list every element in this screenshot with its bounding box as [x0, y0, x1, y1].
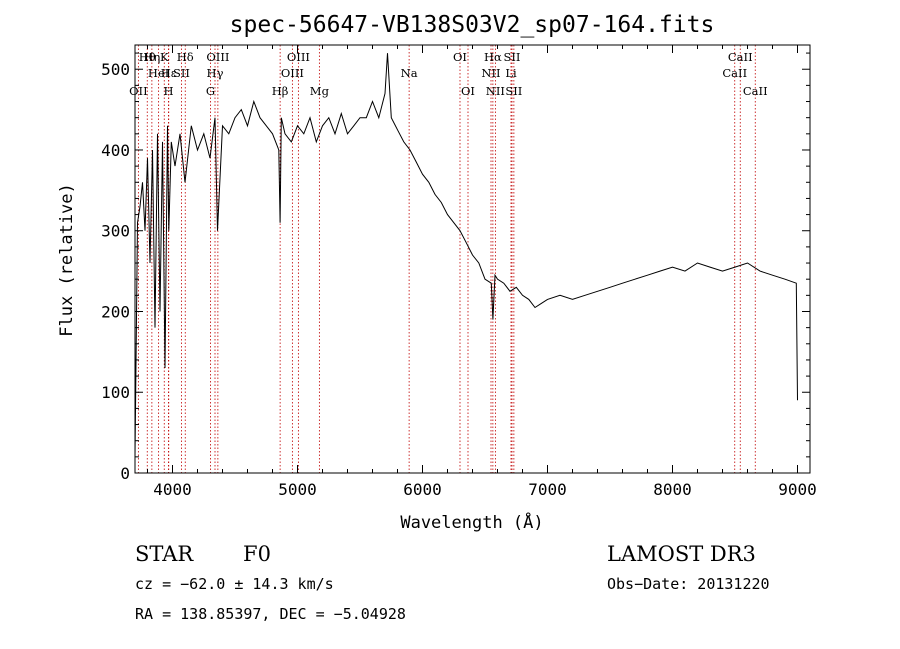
line-label: SII: [173, 66, 190, 80]
x-axis-label: Wavelength (Å): [400, 511, 543, 533]
y-tick-label: 0: [120, 464, 130, 483]
info-panel: STAR F0 LAMOST DR3 cz = −62.0 ± 14.3 km/…: [135, 542, 770, 623]
y-tick-label: 100: [101, 383, 130, 402]
line-label: Li: [505, 66, 517, 80]
line-label: NII: [481, 66, 500, 80]
line-label: Hδ: [177, 50, 194, 64]
line-label: Na: [401, 66, 418, 80]
spectral-line-markers: [137, 45, 756, 473]
line-label: Hη: [143, 50, 160, 64]
line-label: OIII: [206, 50, 229, 64]
line-label: CaII: [743, 84, 768, 98]
obs-date-text: Obs−Date: 20131220: [607, 575, 770, 593]
line-label: H: [163, 84, 173, 98]
spectral-line-labels: Hθ OII Hη HeI K Hε H Hδ SII OIII Hγ G Hβ OIII OIII Mg Na…: [129, 50, 768, 98]
line-label: Hε: [161, 66, 177, 80]
line-label: Mg: [310, 84, 330, 98]
line-label: Hβ: [272, 84, 289, 98]
y-tick-label: 200: [101, 302, 130, 321]
y-tick-label: 500: [101, 60, 130, 79]
x-tick-label: 7000: [528, 480, 567, 499]
x-tick-label: 8000: [653, 480, 692, 499]
x-tick-label: 4000: [153, 480, 192, 499]
object-subclass: F0: [243, 542, 271, 566]
coordinates-text: RA = 138.85397, DEC = −5.04928: [135, 605, 406, 623]
line-label: SII: [505, 84, 522, 98]
line-label: CaII: [728, 50, 753, 64]
line-label: OI: [453, 50, 467, 64]
line-label: HeI: [148, 66, 169, 80]
line-label: Hθ: [139, 50, 156, 64]
plot-frame: [134, 44, 811, 474]
chart-title: spec-56647-VB138S03V2_sp07-164.fits: [230, 12, 715, 38]
plot-area: Hθ OII Hη HeI K Hε H Hδ SII OIII Hγ G Hβ OIII OIII Mg Na…: [101, 44, 817, 499]
line-label: NII: [486, 84, 505, 98]
x-tick-label: 5000: [278, 480, 317, 499]
x-tick-label: 9000: [778, 480, 817, 499]
y-tick-label: 400: [101, 141, 130, 160]
line-label: Hγ: [207, 66, 224, 80]
x-tick-label: 6000: [403, 480, 442, 499]
line-label: Hα: [484, 50, 502, 64]
line-label: CaII: [722, 66, 747, 80]
flux-series-line: [134, 53, 798, 457]
x-axis-ticks: 4000 5000 6000 7000 8000 9000: [147, 45, 817, 499]
line-label: G: [206, 84, 215, 98]
line-label: K: [160, 50, 169, 64]
object-class: STAR: [135, 542, 194, 566]
line-label: OI: [461, 84, 475, 98]
line-label: SII: [504, 50, 521, 64]
survey-name: LAMOST DR3: [607, 542, 756, 566]
y-tick-label: 300: [101, 222, 130, 241]
y-axis-ticks: 0 100 200 300 400 500: [101, 52, 810, 483]
line-label: OII: [129, 84, 148, 98]
y-axis-label: Flux (relative): [57, 183, 77, 337]
redshift-text: cz = −62.0 ± 14.3 km/s: [135, 575, 334, 593]
line-label: OIII: [281, 66, 304, 80]
line-label: OIII: [287, 50, 310, 64]
